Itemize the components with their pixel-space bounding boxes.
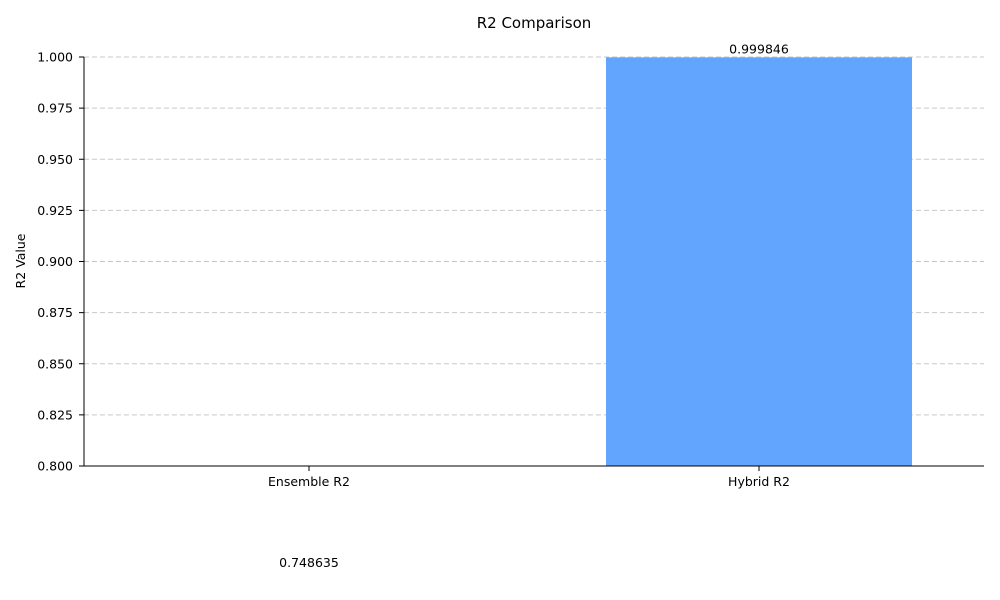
y-tick-label: 0.800 [37,459,73,474]
y-tick-label: 0.975 [37,101,73,116]
y-tick-label: 0.825 [37,407,73,422]
y-tick-label: 0.850 [37,356,73,371]
y-axis-ticks: 0.800 0.825 0.850 0.875 0.900 0.925 0.950 0.975… [37,50,84,474]
y-tick-label: 0.875 [37,305,73,320]
x-axis-ticks: Ensemble R2 Hybrid R2 [268,466,790,489]
bar-value-label: 0.748635 [279,555,339,570]
value-labels: 0.748635 0.999846 [279,41,789,570]
y-tick-label: 0.900 [37,254,73,269]
chart-title: R2 Comparison [477,14,592,32]
bars [606,57,912,466]
bar [606,57,912,466]
x-tick-label: Hybrid R2 [728,474,790,489]
x-tick-label: Ensemble R2 [268,474,350,489]
y-tick-label: 1.000 [37,50,73,65]
y-axis-label: R2 Value [13,233,28,288]
grid-lines [84,56,984,416]
bar-value-label: 0.999846 [729,41,789,56]
y-tick-label: 0.925 [37,203,73,218]
y-tick-label: 0.950 [37,152,73,167]
